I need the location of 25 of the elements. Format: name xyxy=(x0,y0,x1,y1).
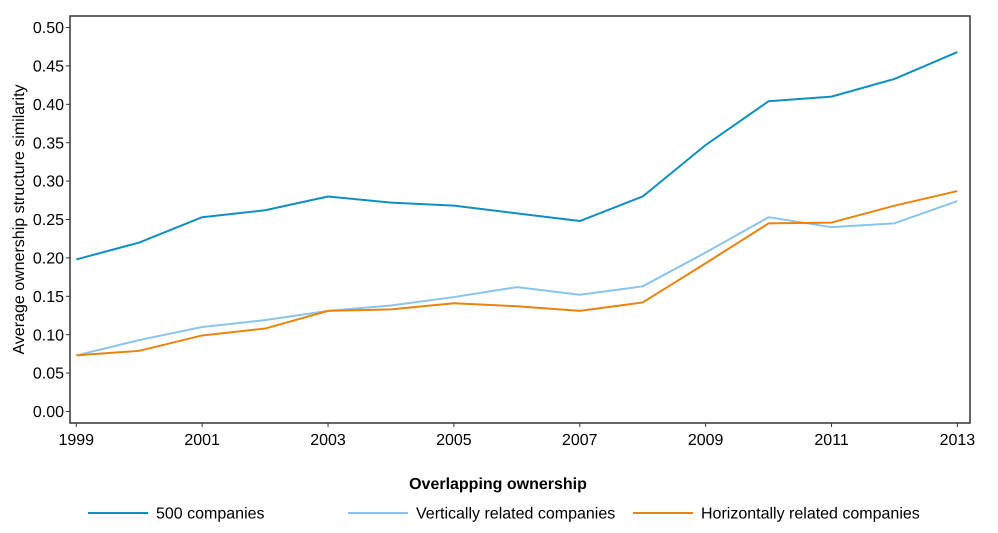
x-tick-label: 1999 xyxy=(58,432,94,449)
legend-title: Overlapping ownership xyxy=(409,476,588,493)
y-tick-label: 0.15 xyxy=(32,288,64,306)
x-tick-label: 2011 xyxy=(814,432,849,449)
y-axis-title: Average ownership structure similarity xyxy=(11,84,28,355)
line-series xyxy=(75,51,958,260)
y-tick-label: 0.20 xyxy=(32,250,64,268)
x-tick-label: 2001 xyxy=(184,432,220,449)
y-tick-label: 0.35 xyxy=(32,135,64,152)
x-tick-label: 2005 xyxy=(436,432,472,449)
x-tick-label: 2009 xyxy=(688,432,724,449)
y-tick-label: 0.30 xyxy=(32,174,64,191)
legend-label: 500 companies xyxy=(156,506,265,523)
y-tick-label: 0.00 xyxy=(32,404,64,422)
y-tick-label: 0.05 xyxy=(32,366,64,383)
x-tick-label: 2003 xyxy=(310,432,346,449)
legend-label: Vertically related companies xyxy=(416,506,616,523)
legend-label: Horizontally related companies xyxy=(701,506,920,523)
y-tick-label: 0.40 xyxy=(32,96,64,114)
x-tick-label: 2007 xyxy=(562,432,598,449)
y-tick-label: 0.25 xyxy=(32,212,64,230)
x-tick-label: 2013 xyxy=(940,432,976,449)
y-tick-label: 0.50 xyxy=(32,20,64,38)
y-tick-label: 0.45 xyxy=(32,58,64,76)
y-tick-label: 0.10 xyxy=(32,327,64,344)
